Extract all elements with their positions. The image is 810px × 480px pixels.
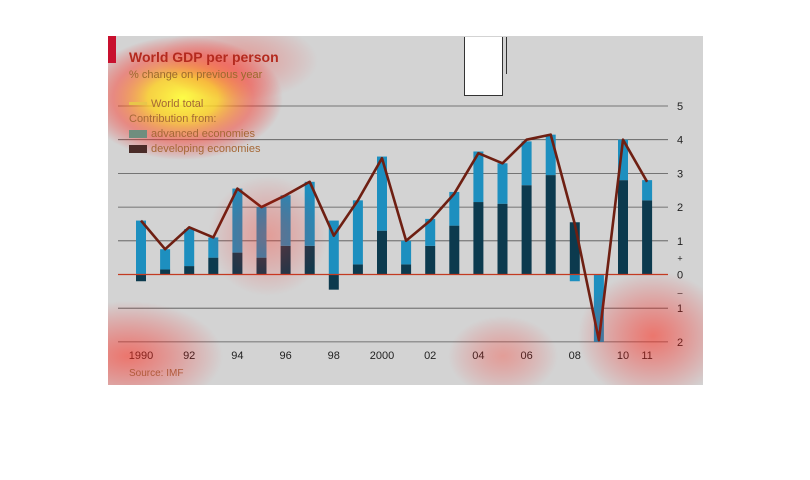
bar-advanced bbox=[401, 240, 412, 265]
x-tick-label: 94 bbox=[231, 350, 243, 362]
bar-developing bbox=[569, 222, 580, 275]
bar-developing bbox=[618, 180, 628, 275]
legend-label-developing: developing economies bbox=[151, 142, 261, 155]
x-tick-label: 08 bbox=[569, 350, 581, 362]
x-tick-label: 10 bbox=[617, 350, 629, 362]
bar-advanced bbox=[497, 163, 508, 204]
bar-advanced bbox=[352, 200, 363, 265]
bar-developing bbox=[521, 185, 532, 275]
bar-advanced bbox=[208, 237, 219, 258]
x-tick-label: 04 bbox=[472, 350, 484, 362]
legend-group-heading: Contribution from: bbox=[129, 111, 260, 126]
y-tick-label: 5 bbox=[677, 101, 683, 113]
legend-item-advanced: advanced economies bbox=[129, 126, 260, 141]
legend-label-advanced: advanced economies bbox=[151, 127, 255, 140]
bar-advanced bbox=[521, 141, 532, 186]
legend-item-developing: developing economies bbox=[129, 141, 260, 156]
x-tick-label: 96 bbox=[279, 350, 291, 362]
brand-tag bbox=[108, 36, 116, 63]
bar-advanced bbox=[377, 156, 387, 231]
y-tick-label: 2 bbox=[677, 337, 683, 349]
bar-developing bbox=[160, 269, 171, 275]
bar-developing bbox=[377, 230, 387, 275]
y-tick-label: 1 bbox=[677, 236, 683, 248]
x-tick-label: 98 bbox=[328, 350, 340, 362]
chart-subtitle: % change on previous year bbox=[129, 69, 263, 81]
y-tick-label: 0 bbox=[677, 270, 683, 282]
y-tick-label: 3 bbox=[677, 168, 683, 180]
x-tick-label: 92 bbox=[183, 350, 195, 362]
legend-swatch-advanced bbox=[129, 129, 147, 138]
bar-advanced bbox=[136, 220, 146, 275]
legend-swatch-developing bbox=[129, 144, 147, 153]
bar-developing bbox=[449, 225, 460, 275]
bar-advanced bbox=[280, 195, 291, 246]
x-tick-label: 06 bbox=[520, 350, 532, 362]
bar-developing bbox=[280, 245, 291, 275]
bar-advanced bbox=[642, 180, 653, 201]
bar-developing bbox=[304, 245, 315, 275]
legend-group-label: Contribution from: bbox=[129, 112, 217, 125]
bar-developing bbox=[256, 257, 267, 275]
chart-title: World GDP per person bbox=[129, 49, 279, 65]
chart-legend: World total Contribution from: advanced … bbox=[129, 96, 260, 156]
x-tick-label: 2000 bbox=[370, 350, 394, 362]
bar-advanced bbox=[425, 218, 436, 246]
legend-label-world: World total bbox=[151, 97, 204, 110]
y-tick-label: 1 bbox=[677, 303, 683, 315]
bar-advanced bbox=[256, 207, 267, 258]
chart-panel: 5 4 3 2 1 0 1 2 + –1990 92 94 96 98 2000 02 04 06 08 10 11 bbox=[108, 36, 703, 385]
bar-advanced bbox=[328, 220, 339, 275]
bar-developing bbox=[425, 245, 436, 275]
legend-line-swatch bbox=[129, 102, 147, 105]
bar-advanced bbox=[160, 249, 171, 270]
bar-advanced bbox=[618, 139, 628, 181]
legend-item-world: World total bbox=[129, 96, 260, 111]
y-sign-plus: + bbox=[677, 254, 682, 264]
bar-advanced bbox=[449, 191, 460, 226]
annotation-box bbox=[464, 37, 503, 96]
bar-developing bbox=[352, 264, 363, 275]
bar-developing bbox=[208, 257, 219, 275]
bar-developing bbox=[545, 175, 556, 275]
bar-advanced bbox=[545, 134, 556, 176]
x-tick-label: 02 bbox=[424, 350, 436, 362]
bar-developing bbox=[497, 203, 508, 275]
bar-advanced bbox=[473, 151, 484, 203]
chart-source: Source: IMF bbox=[129, 368, 184, 379]
y-sign-minus: – bbox=[677, 287, 682, 297]
y-tick-label: 4 bbox=[677, 135, 683, 147]
bar-developing bbox=[642, 200, 653, 275]
bar-developing bbox=[136, 274, 146, 282]
annotation-line bbox=[506, 37, 507, 74]
x-tick-label: 1990 bbox=[129, 350, 153, 362]
bar-developing bbox=[184, 266, 195, 275]
bar-advanced bbox=[569, 274, 580, 282]
bar-developing bbox=[401, 264, 412, 275]
bar-advanced bbox=[184, 229, 195, 267]
bar-developing bbox=[328, 274, 339, 290]
bar-developing bbox=[232, 252, 243, 275]
y-tick-label: 2 bbox=[677, 202, 683, 214]
bar-developing bbox=[473, 202, 484, 275]
x-tick-label: 11 bbox=[641, 350, 652, 362]
